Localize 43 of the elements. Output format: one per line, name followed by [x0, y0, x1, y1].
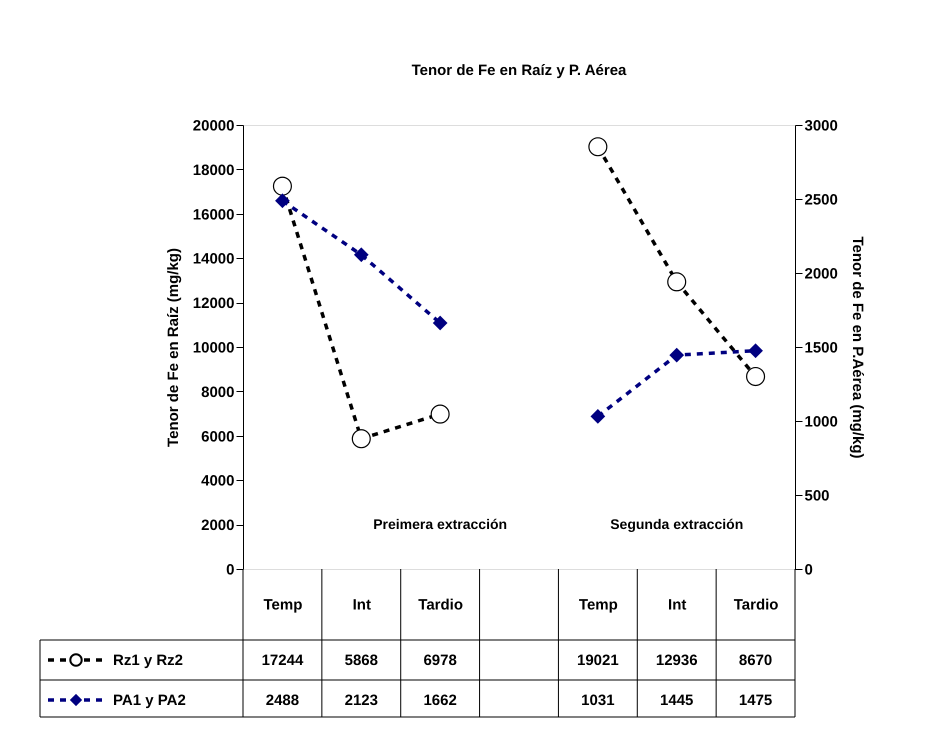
- y2-tick-label: 2500: [804, 192, 838, 208]
- data-label: 12936: [656, 652, 698, 669]
- y-tick-label: 2000: [201, 517, 234, 534]
- data-label: 1445: [660, 692, 694, 709]
- chart-title: Tenor de Fe en Raíz y P. Aérea: [412, 62, 628, 79]
- data-label: 6978: [423, 652, 457, 669]
- x-tick-label: Int: [352, 596, 371, 614]
- y2-axis-title: Tenor de Fe en P.Aérea (mg/kg): [848, 236, 866, 459]
- annotation: Preimera extracción: [373, 516, 508, 532]
- y-tick-label: 16000: [192, 206, 234, 224]
- x-tick-label: Temp: [578, 596, 618, 614]
- y-tick-label: 10000: [192, 340, 234, 356]
- data-label: 2123: [344, 692, 378, 709]
- x-tick-label: Temp: [263, 596, 302, 614]
- y-tick-label: 12000: [192, 295, 234, 312]
- y2-tick-label: 1000: [804, 414, 838, 430]
- y-tick-label: 8000: [201, 384, 234, 401]
- data-label: 1031: [581, 692, 615, 709]
- data-label: 1662: [423, 692, 457, 709]
- data-label: 17244: [262, 652, 304, 669]
- x-tick-label: Tardio: [734, 596, 778, 614]
- y-tick-label: 14000: [192, 250, 234, 268]
- data-label: 19021: [577, 652, 619, 669]
- data-label: 5868: [344, 652, 378, 669]
- y-axis-title: Tenor de Fe en Raíz (mg/kg): [164, 248, 182, 447]
- data-label: 2488: [266, 692, 300, 709]
- y2-tick-label: 2000: [804, 266, 838, 282]
- y-tick-label: 4000: [201, 472, 234, 490]
- legend-label: PA1 y PA2: [113, 692, 186, 709]
- y-tick-label: 18000: [192, 162, 234, 179]
- y-tick-label: 6000: [201, 428, 234, 446]
- x-tick-label: Tardio: [418, 596, 464, 614]
- legend-label: Rz1 y Rz2: [113, 652, 184, 669]
- data-label: 1475: [738, 692, 772, 709]
- y2-tick-label: 0: [804, 562, 813, 578]
- annotation: Segunda extracción: [610, 516, 744, 532]
- y-tick-label: 0: [226, 562, 234, 578]
- data-label: 8670: [738, 652, 772, 669]
- y2-tick-label: 500: [804, 488, 830, 504]
- y-tick-label: 20000: [192, 118, 234, 134]
- y2-tick-label: 3000: [804, 118, 838, 134]
- x-tick-label: Int: [668, 596, 686, 614]
- y2-tick-label: 1500: [804, 340, 838, 356]
